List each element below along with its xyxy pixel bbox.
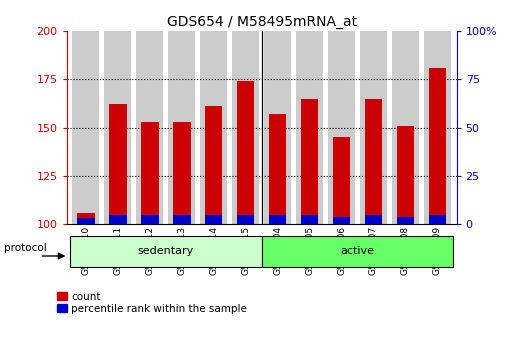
Bar [296, 31, 323, 224]
Text: protocol: protocol [4, 244, 46, 253]
Legend: count, percentile rank within the sample: count, percentile rank within the sample [56, 292, 247, 314]
Bar [168, 31, 195, 224]
Bar [333, 217, 350, 224]
Bar [264, 31, 291, 224]
Title: GDS654 / M58495mRNA_at: GDS654 / M58495mRNA_at [167, 14, 357, 29]
Bar [397, 217, 414, 224]
Bar [77, 213, 95, 224]
Bar [70, 236, 262, 267]
Bar [365, 215, 382, 224]
Bar [205, 106, 223, 224]
Bar [200, 31, 227, 224]
Bar [397, 126, 414, 224]
Bar [109, 105, 127, 224]
Bar [77, 218, 95, 224]
Bar [392, 31, 419, 224]
Bar [72, 31, 100, 224]
Bar [301, 99, 319, 224]
Bar [360, 31, 387, 224]
Bar [205, 215, 223, 224]
Bar [269, 114, 286, 224]
Bar [262, 236, 453, 267]
Bar [333, 137, 350, 224]
Bar [365, 99, 382, 224]
Bar [237, 215, 254, 224]
Bar [104, 31, 131, 224]
Bar [328, 31, 355, 224]
Bar [141, 215, 159, 224]
Text: sedentary: sedentary [137, 246, 194, 256]
Bar [269, 215, 286, 224]
Bar [141, 122, 159, 224]
Bar [109, 215, 127, 224]
Bar [301, 215, 319, 224]
Text: active: active [341, 246, 374, 256]
Bar [424, 31, 451, 224]
Bar [173, 215, 190, 224]
Bar [232, 31, 259, 224]
Bar [173, 122, 190, 224]
Bar [237, 81, 254, 224]
Bar [428, 68, 446, 224]
Bar [428, 215, 446, 224]
Bar [136, 31, 163, 224]
